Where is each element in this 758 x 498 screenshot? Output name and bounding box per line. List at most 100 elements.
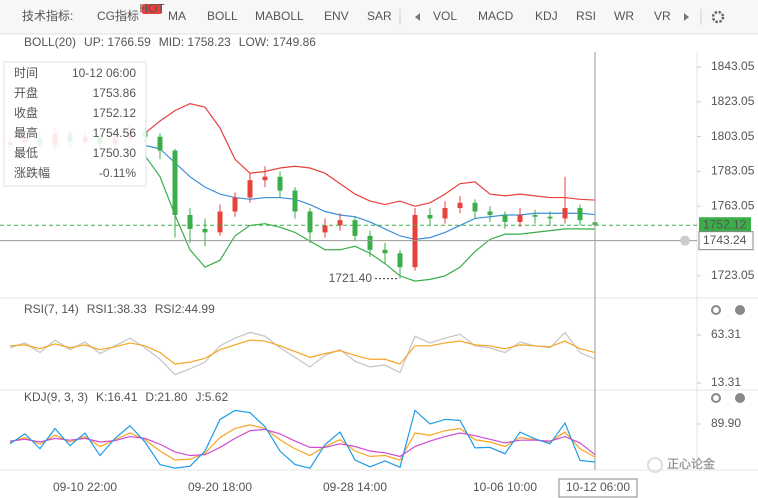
crosshair-x-box bbox=[558, 478, 638, 498]
candle-body bbox=[382, 249, 388, 254]
info-label: 最低 bbox=[14, 146, 38, 160]
candle-body bbox=[367, 235, 373, 250]
candle-body bbox=[352, 220, 358, 236]
y-tick-label: 1763.05 bbox=[711, 198, 755, 212]
toolbar-item[interactable]: MA bbox=[168, 9, 186, 23]
settings-icon[interactable] bbox=[711, 10, 725, 24]
info-value: 1752.12 bbox=[93, 106, 137, 120]
toolbar-item[interactable]: BOLL bbox=[207, 9, 238, 23]
candle-body bbox=[337, 220, 343, 226]
candle-body bbox=[187, 214, 193, 229]
info-value: 1753.86 bbox=[93, 86, 137, 100]
toolbar-bg bbox=[0, 0, 758, 34]
toolbar-item[interactable]: VR bbox=[654, 9, 671, 23]
indicator-line bbox=[9, 331, 596, 376]
info-value: 1750.30 bbox=[93, 146, 137, 160]
indicator-line bbox=[144, 155, 596, 282]
watermark: 正心论金 bbox=[667, 456, 715, 471]
toolbar-item[interactable]: MABOLL bbox=[255, 9, 304, 23]
hot-badge-text: HOT bbox=[139, 2, 165, 16]
y-tick-label: 1783.05 bbox=[711, 164, 755, 178]
y-tick-label: 1723.05 bbox=[711, 268, 755, 282]
legend-entry: LOW: 1749.86 bbox=[239, 35, 316, 49]
info-value: 10-12 06:00 bbox=[72, 66, 136, 80]
legend-entry: RSI1:38.33 bbox=[87, 302, 147, 316]
candle-body bbox=[307, 211, 313, 233]
toolbar-item[interactable]: ENV bbox=[324, 9, 349, 23]
info-label: 最高 bbox=[14, 125, 38, 140]
indicator-line bbox=[144, 102, 596, 207]
toolbar-item[interactable]: MACD bbox=[478, 9, 514, 23]
indicator-line bbox=[9, 424, 596, 461]
alert-bell[interactable] bbox=[680, 235, 690, 246]
y-tick-label: 1803.05 bbox=[711, 129, 755, 143]
candle-body bbox=[232, 197, 238, 212]
close-icon[interactable] bbox=[735, 305, 745, 315]
info-label: 时间 bbox=[14, 66, 38, 80]
candle-body bbox=[322, 225, 328, 233]
indicator-label: KDJ(9, 3, 3) bbox=[24, 390, 88, 404]
settings-icon[interactable] bbox=[711, 393, 721, 403]
candle-body bbox=[442, 208, 448, 219]
candle-body bbox=[292, 190, 298, 212]
info-box bbox=[3, 61, 147, 187]
toolbar-item[interactable]: VOL bbox=[433, 9, 457, 23]
last-price-box bbox=[699, 217, 751, 234]
indicator-line bbox=[9, 409, 596, 469]
info-value: -0.11% bbox=[99, 166, 136, 180]
indicator-line bbox=[9, 428, 596, 458]
indicator-line bbox=[9, 339, 596, 365]
scroll-right[interactable] bbox=[684, 13, 689, 21]
scroll-left[interactable] bbox=[415, 13, 420, 21]
legend-entry: D:21.80 bbox=[145, 390, 187, 404]
candle-body bbox=[562, 208, 568, 219]
candle-body bbox=[502, 214, 508, 222]
x-tick-label: 10-06 10:00 bbox=[473, 480, 537, 494]
toolbar-item[interactable]: KDJ bbox=[535, 9, 558, 23]
toolbar-item[interactable]: SAR bbox=[367, 9, 392, 23]
y-tick-label: 89.90 bbox=[711, 416, 741, 430]
candle-body bbox=[427, 214, 433, 219]
candle-body bbox=[157, 136, 163, 151]
y-tick-label: 1823.05 bbox=[711, 94, 755, 108]
y-tick-label: 63.31 bbox=[711, 327, 741, 341]
candle-body bbox=[277, 176, 283, 191]
y-tick-label: 13.31 bbox=[711, 375, 741, 389]
indicator-label: BOLL(20) bbox=[24, 35, 76, 49]
toolbar-item[interactable]: RSI bbox=[576, 9, 596, 23]
legend-entry: MID: 1758.23 bbox=[159, 35, 231, 49]
indicator-label: RSI(7, 14) bbox=[24, 302, 79, 316]
settings-icon[interactable] bbox=[711, 305, 721, 315]
legend-entry: J:5.62 bbox=[195, 390, 228, 404]
candle-body bbox=[202, 228, 208, 233]
panel-icons bbox=[711, 305, 745, 403]
candle-body bbox=[577, 208, 583, 221]
crosshair-label: 1743.24 bbox=[703, 233, 747, 247]
watermark-icon bbox=[647, 457, 663, 473]
x-tick-label: 09-28 14:00 bbox=[323, 480, 387, 494]
x-tick-label: 10-12 06:00 bbox=[566, 480, 630, 494]
info-label: 收盘 bbox=[14, 105, 38, 120]
candle-body bbox=[472, 202, 478, 212]
legend-entry: UP: 1766.59 bbox=[84, 35, 151, 49]
hot-badge bbox=[142, 4, 162, 14]
toolbar-item[interactable]: WR bbox=[614, 9, 634, 23]
candle-body bbox=[262, 176, 268, 181]
info-value: 1754.56 bbox=[93, 126, 137, 140]
candle-body bbox=[457, 202, 463, 209]
info-label: 涨跌幅 bbox=[14, 165, 50, 180]
candle-body bbox=[532, 214, 538, 217]
candle-body bbox=[517, 214, 523, 222]
candle-body bbox=[397, 253, 403, 268]
candle-body bbox=[217, 211, 223, 233]
last-price-label: 1752.12 bbox=[703, 217, 747, 231]
toolbar-item[interactable]: CG指标 bbox=[97, 8, 139, 23]
close-icon[interactable] bbox=[735, 393, 745, 403]
candle-body bbox=[247, 180, 253, 198]
candle-body bbox=[172, 150, 178, 215]
crosshair-box bbox=[698, 231, 754, 251]
legend-entry: K:16.41 bbox=[96, 390, 138, 404]
x-tick-label: 09-20 18:00 bbox=[188, 480, 252, 494]
x-tick-label: 09-10 22:00 bbox=[53, 480, 117, 494]
